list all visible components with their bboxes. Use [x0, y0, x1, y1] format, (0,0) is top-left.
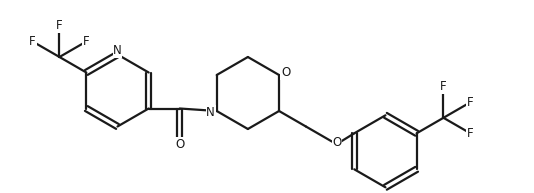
Text: F: F	[467, 127, 474, 140]
Text: F: F	[83, 35, 90, 48]
Text: N: N	[113, 45, 122, 58]
Text: O: O	[281, 66, 290, 79]
Text: F: F	[56, 19, 63, 32]
Text: N: N	[206, 106, 215, 119]
Text: O: O	[175, 138, 184, 151]
Text: F: F	[29, 35, 36, 48]
Text: F: F	[467, 96, 474, 109]
Text: O: O	[332, 135, 341, 148]
Text: F: F	[440, 80, 447, 93]
